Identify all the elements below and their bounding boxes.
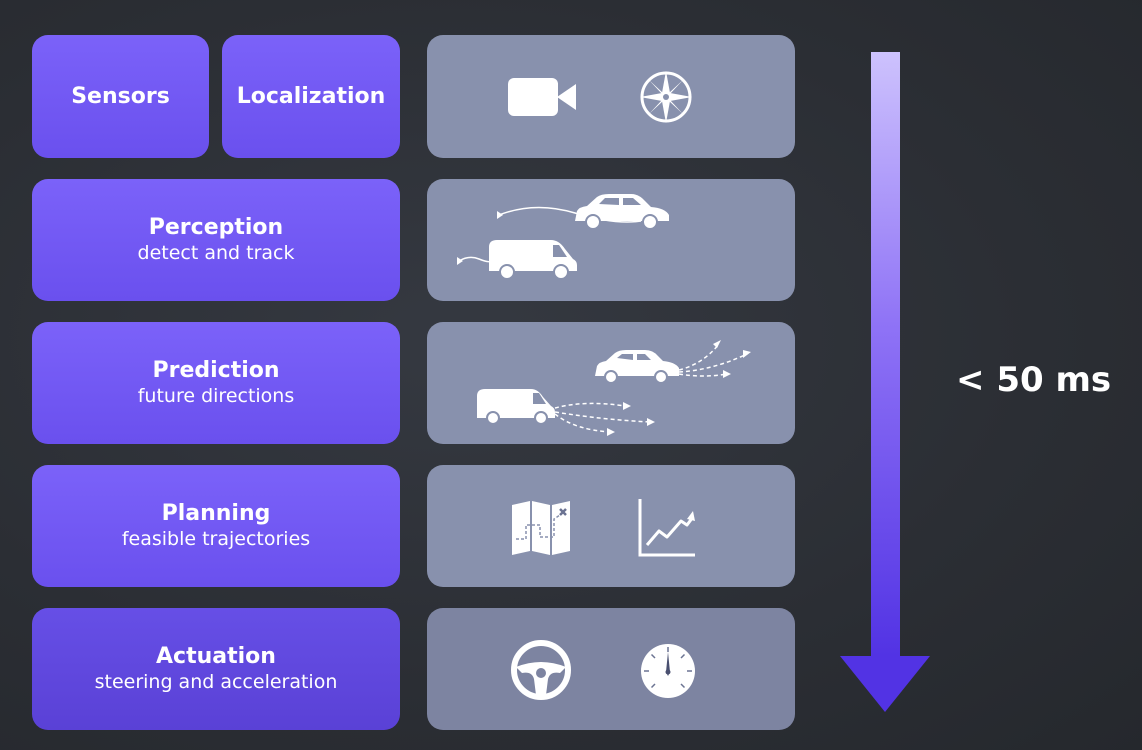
stage-prediction: Prediction future directions bbox=[32, 322, 400, 444]
sedan-predicted-paths-icon bbox=[595, 340, 751, 384]
speedometer-dial-icon bbox=[641, 644, 695, 698]
stage-subtitle: future directions bbox=[137, 385, 295, 407]
icon-panel-sensors bbox=[427, 35, 795, 158]
van-predicted-paths-icon bbox=[477, 389, 655, 436]
steering-wheel-icon bbox=[511, 640, 571, 700]
video-camera-icon bbox=[508, 78, 576, 116]
stage-subtitle: detect and track bbox=[137, 242, 295, 264]
latency-label: < 50 ms bbox=[956, 360, 1112, 400]
stage-planning: Planning feasible trajectories bbox=[32, 465, 400, 587]
stage-localization: Localization bbox=[222, 35, 400, 158]
icon-panel-actuation bbox=[427, 608, 795, 730]
stage-title: Prediction bbox=[152, 358, 280, 383]
icon-panel-planning bbox=[427, 465, 795, 587]
stage-title: Localization bbox=[236, 83, 386, 109]
stage-title: Actuation bbox=[156, 644, 276, 669]
icon-panel-prediction bbox=[427, 322, 795, 444]
latency-arrow bbox=[840, 52, 930, 712]
stage-sensors: Sensors bbox=[32, 35, 209, 158]
stage-title: Planning bbox=[161, 501, 271, 526]
stage-title: Sensors bbox=[71, 83, 170, 109]
stage-subtitle: steering and acceleration bbox=[94, 671, 338, 693]
icon-panel-perception bbox=[427, 179, 795, 301]
compass-icon bbox=[640, 71, 692, 123]
stage-actuation: Actuation steering and acceleration bbox=[32, 608, 400, 730]
van-tracked-icon bbox=[457, 240, 577, 280]
stage-perception: Perception detect and track bbox=[32, 179, 400, 301]
rising-chart-icon bbox=[638, 499, 695, 557]
map-route-icon bbox=[512, 501, 570, 555]
stage-subtitle: feasible trajectories bbox=[121, 528, 311, 550]
sedan-tracked-icon bbox=[497, 194, 669, 230]
stage-title: Perception bbox=[148, 215, 284, 240]
